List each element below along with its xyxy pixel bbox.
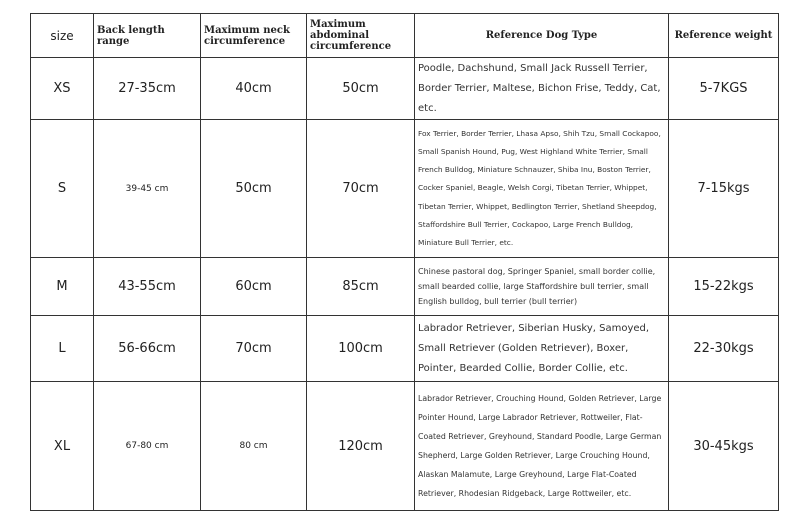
table-cell: 100cm [306, 315, 415, 382]
table-cell: 70cm [306, 119, 415, 258]
table-cell: 40cm [200, 57, 307, 120]
table-cell: Poodle, Dachshund, Small Jack Russell Te… [414, 57, 669, 120]
header-cell: Reference Dog Type [414, 13, 669, 58]
table-cell: 56-66cm [93, 315, 201, 382]
table-cell: 30-45kgs [668, 381, 779, 511]
table-cell: XL [30, 381, 94, 511]
table-cell: 22-30kgs [668, 315, 779, 382]
table-row: XS 27-35cm 40cm 50cm Poodle, Dachshund, Smal… [30, 57, 779, 120]
table-cell: 60cm [200, 257, 307, 316]
table-row: S 39-45 cm 50cm 70cm Fox Terrier, Border Ter… [30, 119, 779, 258]
table-cell: Labrador Retriever, Siberian Husky, Samo… [414, 315, 669, 382]
table-row: L 56-66cm 70cm 100cm Labrador Retriever, Sib… [30, 315, 779, 382]
table-cell: 120cm [306, 381, 415, 511]
table-cell: Labrador Retriever, Crouching Hound, Gol… [414, 381, 669, 511]
table-cell: Fox Terrier, Border Terrier, Lhasa Apso,… [414, 119, 669, 258]
header-cell: Maximum abdominal circumference [306, 13, 415, 58]
table-cell: 43-55cm [93, 257, 201, 316]
table-cell: 80 cm [200, 381, 307, 511]
table-cell: 39-45 cm [93, 119, 201, 258]
table-cell: L [30, 315, 94, 382]
table-cell: 50cm [306, 57, 415, 120]
table-cell: 85cm [306, 257, 415, 316]
table-cell: 50cm [200, 119, 307, 258]
table-cell: Chinese pastoral dog, Springer Spaniel, … [414, 257, 669, 316]
table-body: XS 27-35cm 40cm 50cm Poodle, Dachshund, Smal… [30, 57, 779, 511]
table-cell: S [30, 119, 94, 258]
table-cell: 7-15kgs [668, 119, 779, 258]
header-cell: Maximum neck circumference [200, 13, 307, 58]
header-row: size Back length range Maximum neck circum… [30, 13, 779, 58]
size-table: size Back length range Maximum neck circum… [30, 13, 779, 511]
table-row: XL 67-80 cm 80 cm 120cm Labrador Retriever, … [30, 381, 779, 511]
table-cell: M [30, 257, 94, 316]
table-cell: 27-35cm [93, 57, 201, 120]
table-cell: 67-80 cm [93, 381, 201, 511]
table-cell: 5-7KGS [668, 57, 779, 120]
table-cell: XS [30, 57, 94, 120]
table-cell: 15-22kgs [668, 257, 779, 316]
header-cell: Back length range [93, 13, 201, 58]
header-cell: size [30, 13, 94, 58]
table-cell: 70cm [200, 315, 307, 382]
header-cell: Reference weight [668, 13, 779, 58]
table-row: M 43-55cm 60cm 85cm Chinese pastoral dog, Sp… [30, 257, 779, 316]
